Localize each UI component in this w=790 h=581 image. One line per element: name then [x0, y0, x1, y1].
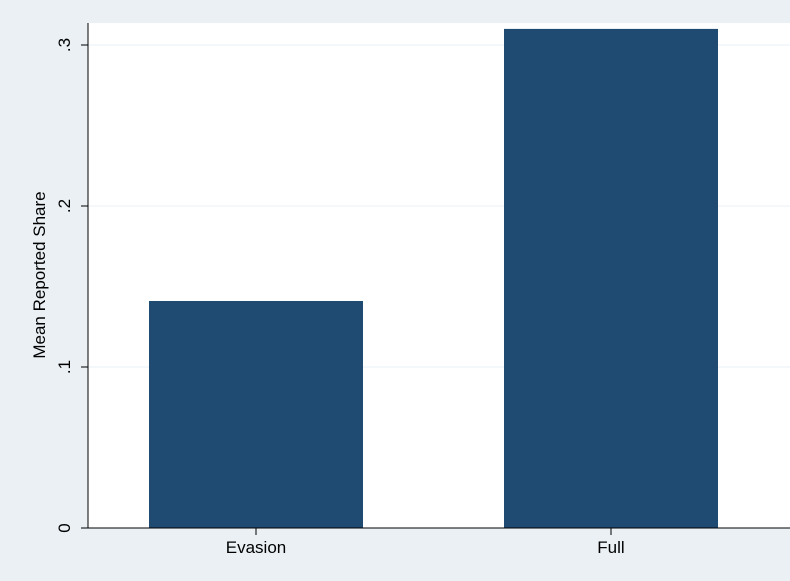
bars	[149, 28, 718, 529]
y-tick-label: .1	[55, 360, 74, 374]
x-tick-label: Evasion	[226, 538, 286, 557]
y-tick-label: .2	[55, 199, 74, 213]
x-ticks: Evasion Full	[226, 528, 625, 557]
y-tick-label: .3	[55, 38, 74, 52]
bar-evasion	[149, 300, 363, 528]
y-ticks: 0 .1 .2 .3	[55, 38, 88, 533]
y-axis-label: Mean Reported Share	[30, 191, 49, 358]
bar-full	[504, 28, 718, 529]
y-tick-label: 0	[55, 523, 74, 532]
x-tick-label: Full	[597, 538, 624, 557]
